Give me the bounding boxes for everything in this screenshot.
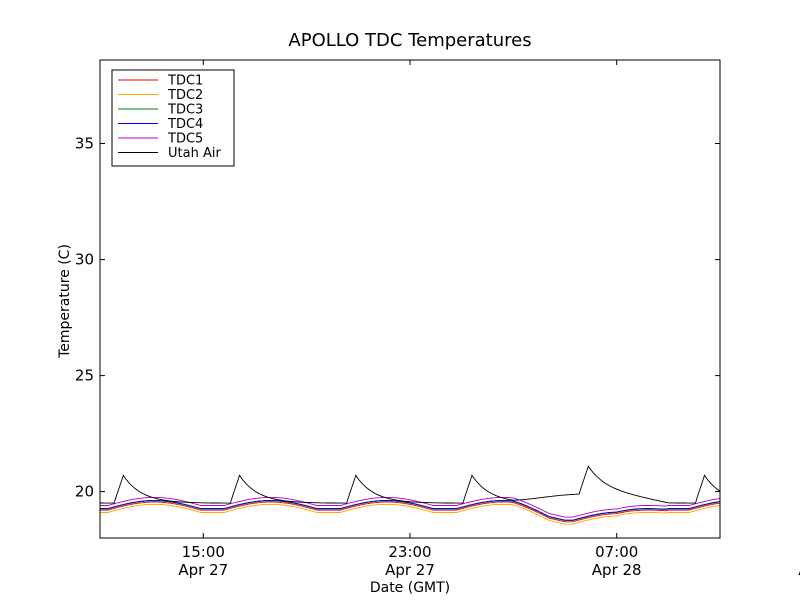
x-tick-label-date: Apr 28 — [592, 561, 642, 579]
chart-title: APOLLO TDC Temperatures — [288, 30, 531, 51]
legend-label: TDC3 — [167, 103, 203, 118]
series-line-utah-air — [100, 465, 721, 504]
series-line-tdc5 — [100, 496, 721, 518]
legend-label: TDC5 — [167, 132, 203, 147]
x-tick-label-date: Apr 27 — [385, 561, 435, 579]
x-tick-label-date: Apr 27 — [178, 561, 228, 579]
x-tick-label-time: 23:00 — [388, 543, 431, 561]
legend-label: TDC2 — [167, 88, 203, 103]
legend-label: TDC4 — [167, 117, 203, 132]
x-tick-label-time: 07:00 — [595, 543, 638, 561]
y-axis-label: Temperature (C) — [57, 244, 73, 359]
y-tick-label: 30 — [75, 251, 94, 269]
y-tick-label: 35 — [75, 135, 94, 153]
x-tick-label-time: 15:00 — [182, 543, 225, 561]
plot-frame — [99, 59, 721, 539]
legend-label: Utah Air — [168, 146, 221, 161]
x-tick-label-date: Apr 28 — [798, 561, 800, 579]
y-tick-label: 20 — [75, 483, 94, 501]
legend-box — [111, 69, 235, 167]
series-line-tdc3 — [100, 500, 721, 522]
y-tick-label: 25 — [75, 367, 94, 385]
x-axis-label: Date (GMT) — [370, 580, 450, 596]
series-line-tdc2 — [100, 503, 721, 525]
legend-label: TDC1 — [167, 74, 203, 89]
series-line-tdc4 — [100, 499, 721, 521]
series-line-tdc1 — [100, 501, 721, 523]
series-layer — [100, 465, 721, 525]
